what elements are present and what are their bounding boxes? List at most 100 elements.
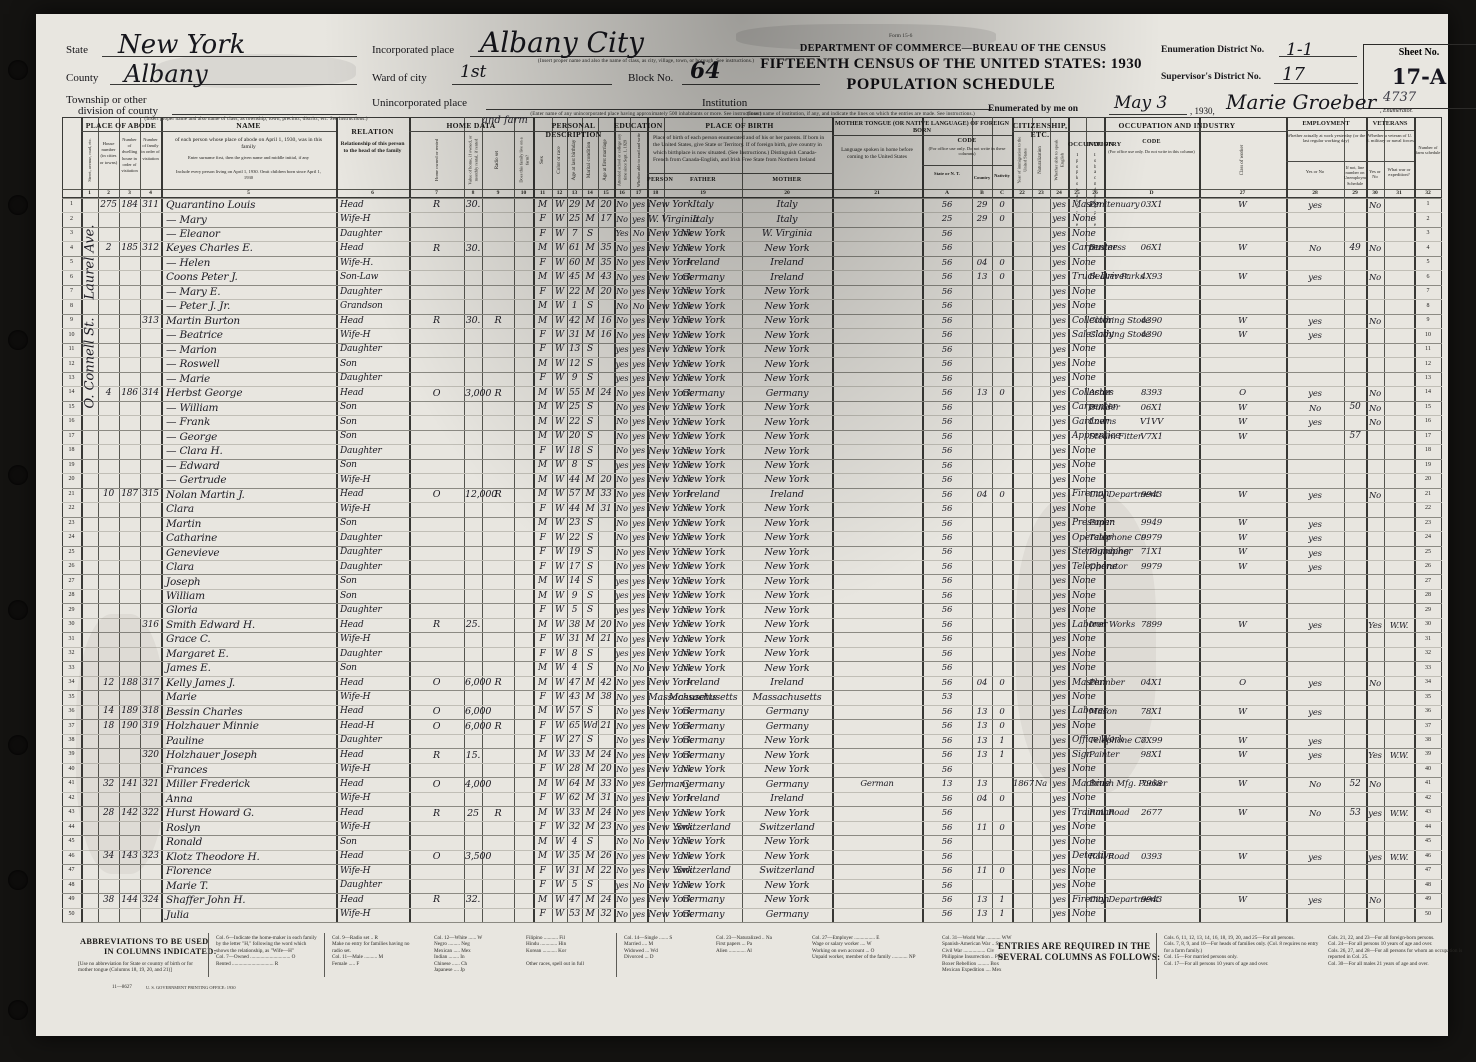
row-rule xyxy=(62,357,1442,359)
cell-radio-r14: R xyxy=(494,387,502,399)
cell-house-number-r1: 275 xyxy=(100,199,117,210)
cell-race-r12: W xyxy=(554,358,565,369)
cell-occupation-r18: None xyxy=(1072,445,1096,456)
cell-english-r23: yes xyxy=(1052,518,1066,529)
column-number-10: 10 xyxy=(520,189,527,196)
cell-birth-mother-r14: Germany xyxy=(765,387,809,399)
cell-name-r22: Clara xyxy=(166,503,194,516)
cell-race-r40: W xyxy=(554,764,565,775)
header-col30-head: Whether a veteran of U. S. military or n… xyxy=(1366,133,1414,144)
cell-name-r17: — George xyxy=(166,430,218,443)
cell-birth-person-r12: New York xyxy=(648,358,693,370)
row-number-left-10: 10 xyxy=(68,331,75,338)
cell-english-r8: yes xyxy=(1052,301,1066,312)
cell-house-number-r49: 38 xyxy=(102,894,115,905)
cell-school-r4: No xyxy=(616,243,628,253)
cell-read-write-r29: yes xyxy=(632,605,645,615)
header-col10-farm: Does this family live on a farm? xyxy=(517,137,529,183)
cell-occupation-r36: Laborer xyxy=(1072,706,1108,717)
column-number-20: 20 xyxy=(784,189,790,196)
cell-codeB-r14: 13 xyxy=(976,388,988,399)
cell-birth-mother-r5: Ireland xyxy=(770,257,804,269)
cell-codeB-r6: 13 xyxy=(976,272,988,283)
cell-school-r18: No xyxy=(616,446,628,456)
cell-read-write-r33: No xyxy=(632,663,645,673)
cell-codeD-r23: 9949 xyxy=(1140,518,1163,529)
cell-school-r50: No xyxy=(616,909,628,919)
sd-value: 17 xyxy=(1282,64,1305,85)
cell-name-r28: William xyxy=(166,590,205,602)
cell-race-r38: W xyxy=(554,735,565,746)
cell-industry-r26: Operator xyxy=(1089,561,1127,572)
cell-birth-person-r30: New York xyxy=(648,619,693,631)
cell-class-worker-r16: W xyxy=(1238,417,1247,428)
column-rule xyxy=(647,117,649,923)
cell-birth-mother-r13: New York xyxy=(764,373,810,385)
cell-read-write-r44: yes xyxy=(632,822,645,832)
cell-codeC-r47: 0 xyxy=(999,866,1005,877)
cell-industry-r15: Builder xyxy=(1089,402,1120,413)
row-number-left-2: 2 xyxy=(70,215,73,222)
cell-codeA-r1: 56 xyxy=(941,199,953,210)
cell-english-r39: yes xyxy=(1052,750,1066,761)
group-home-data-rule xyxy=(409,131,533,132)
cell-marital-r10: M xyxy=(585,329,595,340)
cell-occupation-r50: None xyxy=(1072,909,1096,920)
cell-occupation-r32: None xyxy=(1072,648,1096,659)
cell-birth-father-r5: Ireland xyxy=(686,257,720,269)
binder-hole xyxy=(8,600,28,620)
cell-birth-mother-r10: New York xyxy=(764,329,810,341)
cell-age-r42: 62 xyxy=(568,793,581,804)
cell-marital-r18: S xyxy=(587,445,593,456)
cell-birth-mother-r4: New York xyxy=(764,242,810,254)
cell-industry-r34: Plumber xyxy=(1089,677,1125,688)
cell-read-write-r16: yes xyxy=(632,417,645,427)
cell-school-r27: yes xyxy=(615,576,629,586)
cell-veteran-r34: No xyxy=(1369,677,1381,688)
cell-race-r32: W xyxy=(554,648,565,659)
vet-sub-rule xyxy=(1366,161,1414,162)
row-rule xyxy=(62,386,1442,388)
cell-birth-mother-r19: New York xyxy=(764,459,810,471)
cell-veteran-r1: No xyxy=(1369,200,1381,211)
column-number-31: 31 xyxy=(1396,189,1402,196)
group-home-data: HOME DATA xyxy=(446,121,496,130)
column-number-24: 24 xyxy=(1056,189,1062,196)
cell-at-work-r9: yes xyxy=(1308,315,1322,326)
cell-birth-mother-r48: New York xyxy=(764,879,810,891)
cell-race-r48: W xyxy=(554,880,565,891)
row-number-left-6: 6 xyxy=(70,273,73,280)
header-col15-agefirstmarriage: Age at first marriage xyxy=(603,139,609,181)
cell-industry-r14: Ashes xyxy=(1089,388,1114,399)
enumerated-date: May 3 xyxy=(1114,93,1168,113)
cell-school-r49: No xyxy=(616,895,628,905)
cell-birth-person-r14: New York xyxy=(648,387,693,399)
cell-relation-r18: Daughter xyxy=(340,445,382,456)
cell-house-number-r4: 2 xyxy=(105,243,112,254)
column-rule xyxy=(482,117,483,923)
cell-relation-r35: Wife-H xyxy=(340,691,371,702)
cell-family-r30: 316 xyxy=(142,619,159,630)
cell-read-write-r30: yes xyxy=(632,620,645,630)
cell-veteran-r15: No xyxy=(1369,402,1381,413)
row-rule xyxy=(62,661,1442,663)
column-rule xyxy=(922,117,924,923)
cell-age-r24: 22 xyxy=(568,532,581,543)
row-number-right-49: 49 xyxy=(1425,896,1431,903)
cell-family-r14: 314 xyxy=(142,387,159,398)
column-rule xyxy=(742,117,743,923)
cell-sex-r40: F xyxy=(539,764,546,775)
cell-marital-r28: S xyxy=(587,590,593,601)
cell-school-r6: No xyxy=(616,272,628,282)
row-number-left-41: 41 xyxy=(68,780,75,787)
header-codeD: CODE xyxy=(1142,139,1161,145)
cell-codeD-r15: 06X1 xyxy=(1140,402,1163,413)
group-education-rule xyxy=(614,131,647,132)
column-number-15: 15 xyxy=(603,189,609,196)
row-rule xyxy=(62,646,1442,648)
cell-age-first-marriage-r43: 24 xyxy=(600,807,612,818)
cell-birth-mother-r3: W. Virginia xyxy=(761,228,813,240)
column-number-A: A xyxy=(944,189,950,196)
cell-industry-r17: Steam Fitter xyxy=(1089,431,1142,442)
cell-age-first-marriage-r5: 35 xyxy=(600,257,612,268)
